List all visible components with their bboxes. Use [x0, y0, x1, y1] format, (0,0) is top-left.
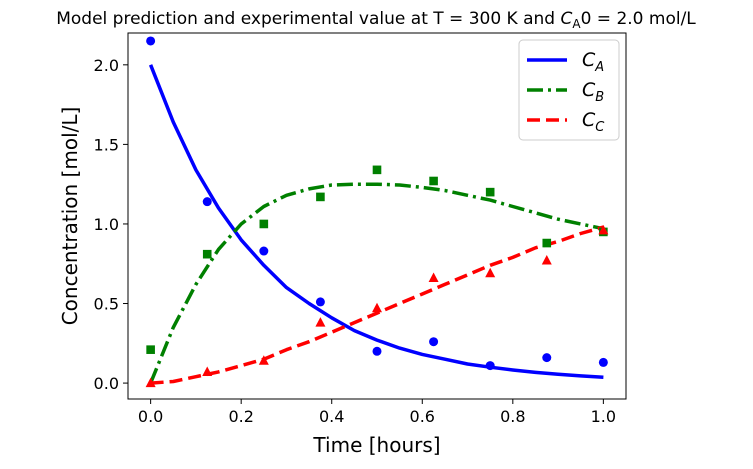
data-point-b: [316, 192, 325, 202]
plot-frame: [127, 32, 627, 400]
legend-label-b: CB: [582, 79, 604, 105]
legend-box: [518, 39, 620, 141]
y-tick-label: 0.0: [94, 374, 119, 393]
data-point-c: [315, 317, 326, 327]
data-point-a: [372, 346, 382, 356]
x-tick-label: 0.6: [410, 407, 435, 426]
data-point-a: [202, 197, 212, 207]
data-point-b: [146, 345, 155, 354]
data-point-c: [258, 355, 269, 365]
legend-label-a: CA: [582, 49, 604, 75]
data-point-c: [541, 255, 552, 265]
data-point-b: [372, 165, 382, 175]
data-point-c: [485, 267, 496, 278]
data-point-a: [259, 246, 269, 256]
y-axis-ticks: 0.0 0.5 1.0 1.5 2.0: [94, 56, 128, 393]
data-point-a: [315, 297, 325, 307]
y-tick-label: 0.5: [94, 295, 119, 314]
model-curve-a: [148, 64, 604, 379]
data-point-a: [542, 353, 552, 363]
model-curve-b: [148, 182, 604, 384]
x-tick-label: 0.8: [500, 407, 525, 426]
data-point-b: [429, 176, 438, 186]
y-tick-label: 1.5: [94, 135, 119, 154]
x-axis-label: Time [hours]: [312, 433, 440, 457]
data-point-b: [542, 238, 552, 248]
model-curve-c: [150, 225, 604, 385]
chart-title: Model prediction and experimental value …: [56, 9, 696, 31]
data-point-a: [598, 357, 608, 367]
x-tick-label: 0.0: [138, 407, 163, 426]
data-point-b: [202, 249, 212, 259]
experimental-markers: [145, 36, 609, 388]
data-point-c: [145, 377, 156, 388]
y-tick-label: 2.0: [94, 56, 119, 75]
x-tick-label: 0.2: [228, 407, 253, 426]
y-tick-label: 1.0: [94, 215, 119, 234]
x-tick-label: 0.4: [319, 407, 344, 426]
y-axis-label: Concentration [mol/L]: [58, 107, 82, 326]
x-tick-label: 1.0: [591, 407, 616, 426]
data-point-b: [485, 187, 495, 197]
legend-label-c: CC: [582, 109, 605, 135]
data-point-a: [485, 361, 495, 371]
model-curves: [148, 64, 604, 385]
legend: CA CB CC: [518, 39, 620, 141]
x-axis-ticks: 0.0 0.2 0.4 0.6 0.8 1.0: [138, 399, 616, 426]
data-point-b: [259, 219, 269, 229]
data-point-c: [372, 302, 382, 313]
data-point-a: [429, 337, 439, 347]
data-point-c: [202, 366, 213, 376]
data-point-c: [428, 272, 439, 283]
data-point-c: [598, 224, 609, 235]
data-point-a: [146, 36, 156, 46]
